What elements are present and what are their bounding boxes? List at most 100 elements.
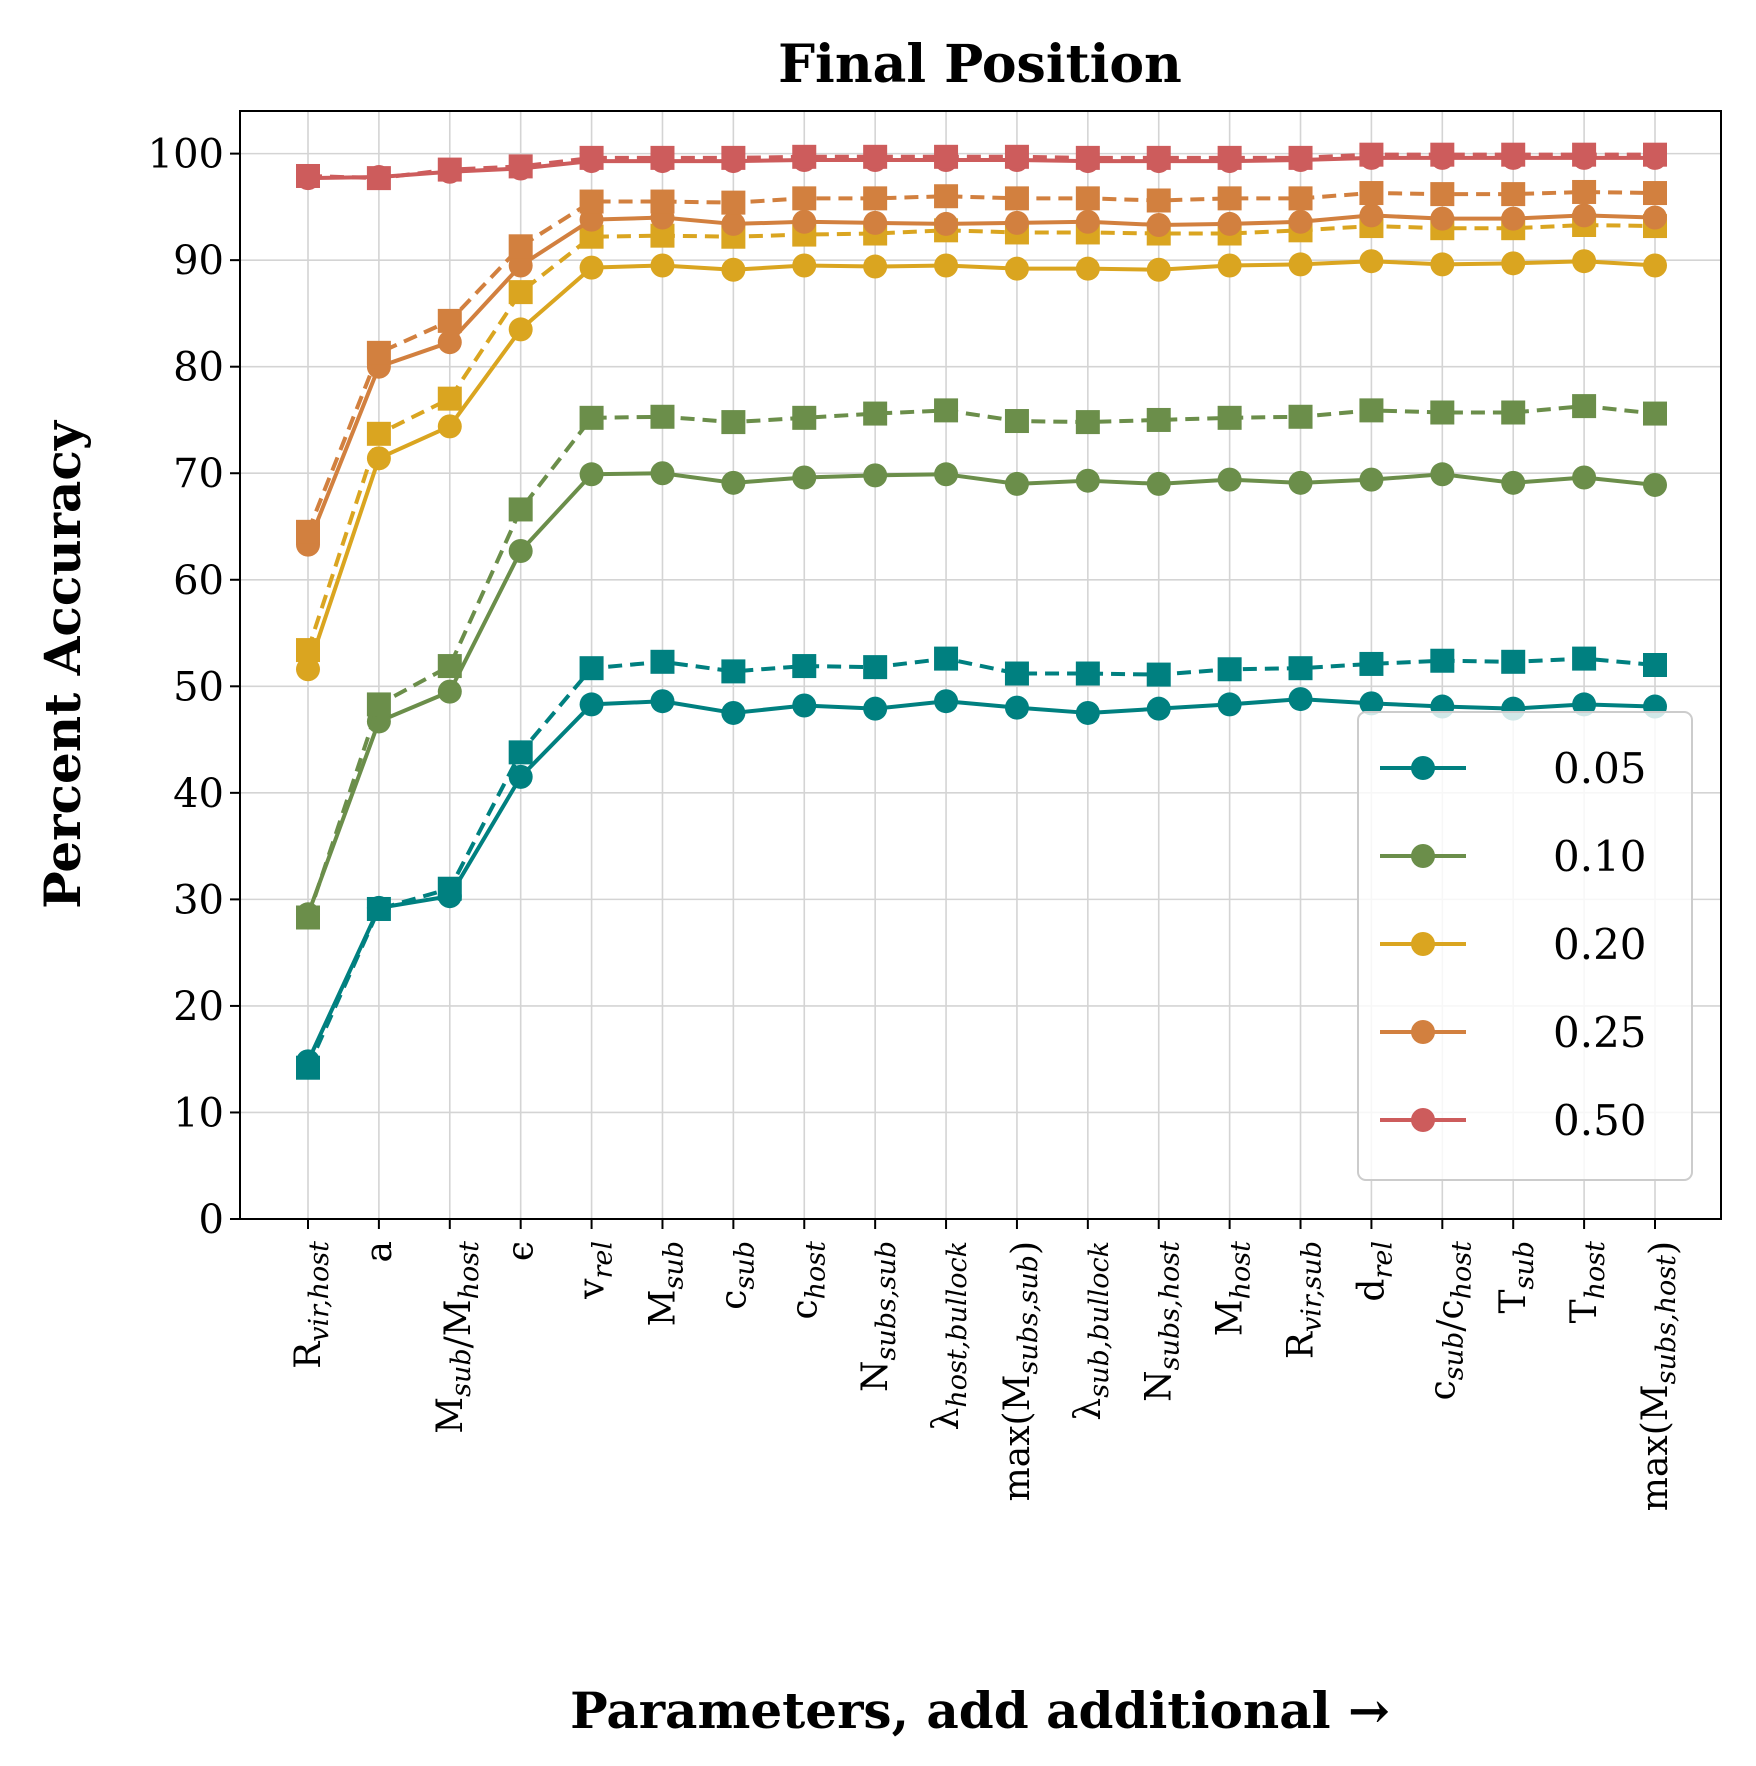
data-point bbox=[863, 254, 888, 279]
data-point bbox=[579, 145, 604, 170]
x-tick-label: max(Msubs,host) bbox=[1635, 1241, 1684, 1511]
x-tick-label: Msub/Mhost bbox=[430, 1241, 485, 1434]
data-point bbox=[579, 462, 604, 487]
data-point bbox=[508, 280, 533, 305]
data-point bbox=[508, 539, 533, 564]
data-point bbox=[792, 253, 817, 278]
data-point bbox=[1004, 186, 1029, 211]
x-axis-label: Parameters, add additional → bbox=[570, 1681, 1390, 1740]
data-point bbox=[721, 659, 746, 684]
data-point bbox=[1004, 256, 1029, 281]
x-tick-label: Tsub bbox=[1493, 1241, 1540, 1314]
data-point bbox=[1075, 145, 1100, 170]
y-tick-label: 70 bbox=[173, 451, 224, 497]
data-point bbox=[1217, 145, 1242, 170]
y-tick-label: 10 bbox=[173, 1090, 224, 1136]
data-point bbox=[1217, 186, 1242, 211]
data-point bbox=[1430, 182, 1455, 207]
data-point bbox=[1572, 646, 1597, 671]
data-point bbox=[1288, 687, 1313, 712]
y-tick-label: 60 bbox=[173, 558, 224, 604]
data-point bbox=[1288, 656, 1313, 681]
data-point bbox=[650, 689, 675, 714]
data-point bbox=[1217, 657, 1242, 682]
y-tick-label: 40 bbox=[173, 771, 224, 817]
data-point bbox=[579, 656, 604, 681]
data-point bbox=[721, 190, 746, 215]
data-point bbox=[1146, 188, 1171, 213]
data-point bbox=[1643, 401, 1667, 426]
legend-marker bbox=[1411, 756, 1435, 780]
data-point bbox=[1430, 252, 1455, 277]
data-point bbox=[437, 876, 462, 901]
data-point bbox=[579, 207, 604, 232]
data-point bbox=[1359, 467, 1384, 492]
data-point bbox=[437, 679, 462, 704]
data-point bbox=[296, 163, 320, 188]
series-group bbox=[296, 646, 1667, 1080]
data-point bbox=[1643, 205, 1667, 230]
data-point bbox=[1288, 145, 1313, 170]
data-point bbox=[579, 189, 604, 214]
data-point bbox=[1146, 145, 1171, 170]
chart-title: Final Position bbox=[778, 34, 1182, 95]
plot-frame bbox=[239, 110, 1722, 1220]
data-point bbox=[721, 700, 746, 725]
x-tick-label: λsub,bullock bbox=[1068, 1241, 1115, 1421]
data-point bbox=[1146, 407, 1171, 432]
data-point bbox=[366, 421, 391, 446]
data-point bbox=[934, 184, 959, 209]
data-point bbox=[1146, 257, 1171, 282]
data-point bbox=[1075, 256, 1100, 281]
data-point bbox=[437, 654, 462, 679]
series-group bbox=[296, 179, 1667, 544]
data-point bbox=[1501, 142, 1526, 167]
data-point bbox=[934, 398, 959, 423]
x-tick-label: chost bbox=[784, 1241, 831, 1320]
data-point bbox=[792, 144, 817, 169]
data-point bbox=[1430, 400, 1455, 425]
data-point bbox=[1075, 209, 1100, 234]
x-tick-label: λhost,bullock bbox=[926, 1241, 973, 1430]
data-point bbox=[721, 145, 746, 170]
data-point bbox=[1572, 179, 1597, 204]
data-point bbox=[1643, 653, 1667, 677]
data-point bbox=[1572, 394, 1597, 419]
data-point bbox=[1217, 405, 1242, 430]
data-point bbox=[296, 1055, 320, 1080]
x-tick-label: max(Msubs,sub) bbox=[997, 1241, 1046, 1501]
data-point bbox=[579, 692, 604, 717]
data-point bbox=[934, 144, 959, 169]
data-point bbox=[1004, 144, 1029, 169]
y-tick-label: 50 bbox=[173, 664, 224, 710]
data-point bbox=[721, 211, 746, 236]
data-point bbox=[1359, 142, 1384, 167]
data-point bbox=[366, 896, 391, 921]
legend-marker bbox=[1411, 1108, 1435, 1132]
data-point bbox=[1501, 649, 1526, 674]
x-tick-label: csub/chost bbox=[1422, 1241, 1477, 1401]
series-group bbox=[296, 142, 1667, 191]
y-tick-label: 20 bbox=[173, 984, 224, 1030]
legend-marker bbox=[1411, 1020, 1435, 1044]
data-point bbox=[1075, 410, 1100, 435]
y-tick-label: 90 bbox=[173, 238, 224, 284]
series-group bbox=[296, 212, 1667, 663]
x-tick-label: ϵ bbox=[501, 1241, 542, 1261]
x-tick-label: Thost bbox=[1564, 1241, 1611, 1324]
data-point bbox=[650, 253, 675, 278]
data-point bbox=[650, 649, 675, 674]
data-point bbox=[1146, 471, 1171, 496]
x-tick-label: drel bbox=[1351, 1241, 1398, 1302]
data-point bbox=[863, 655, 888, 680]
x-tick-label: a bbox=[359, 1241, 400, 1262]
data-point bbox=[296, 657, 320, 682]
data-point bbox=[934, 211, 959, 236]
data-point bbox=[1572, 203, 1597, 228]
data-point bbox=[296, 905, 320, 930]
data-point bbox=[508, 764, 533, 789]
data-point bbox=[296, 519, 320, 544]
legend-marker bbox=[1411, 932, 1435, 956]
data-point bbox=[792, 209, 817, 234]
x-tick-label: csub bbox=[713, 1241, 760, 1310]
